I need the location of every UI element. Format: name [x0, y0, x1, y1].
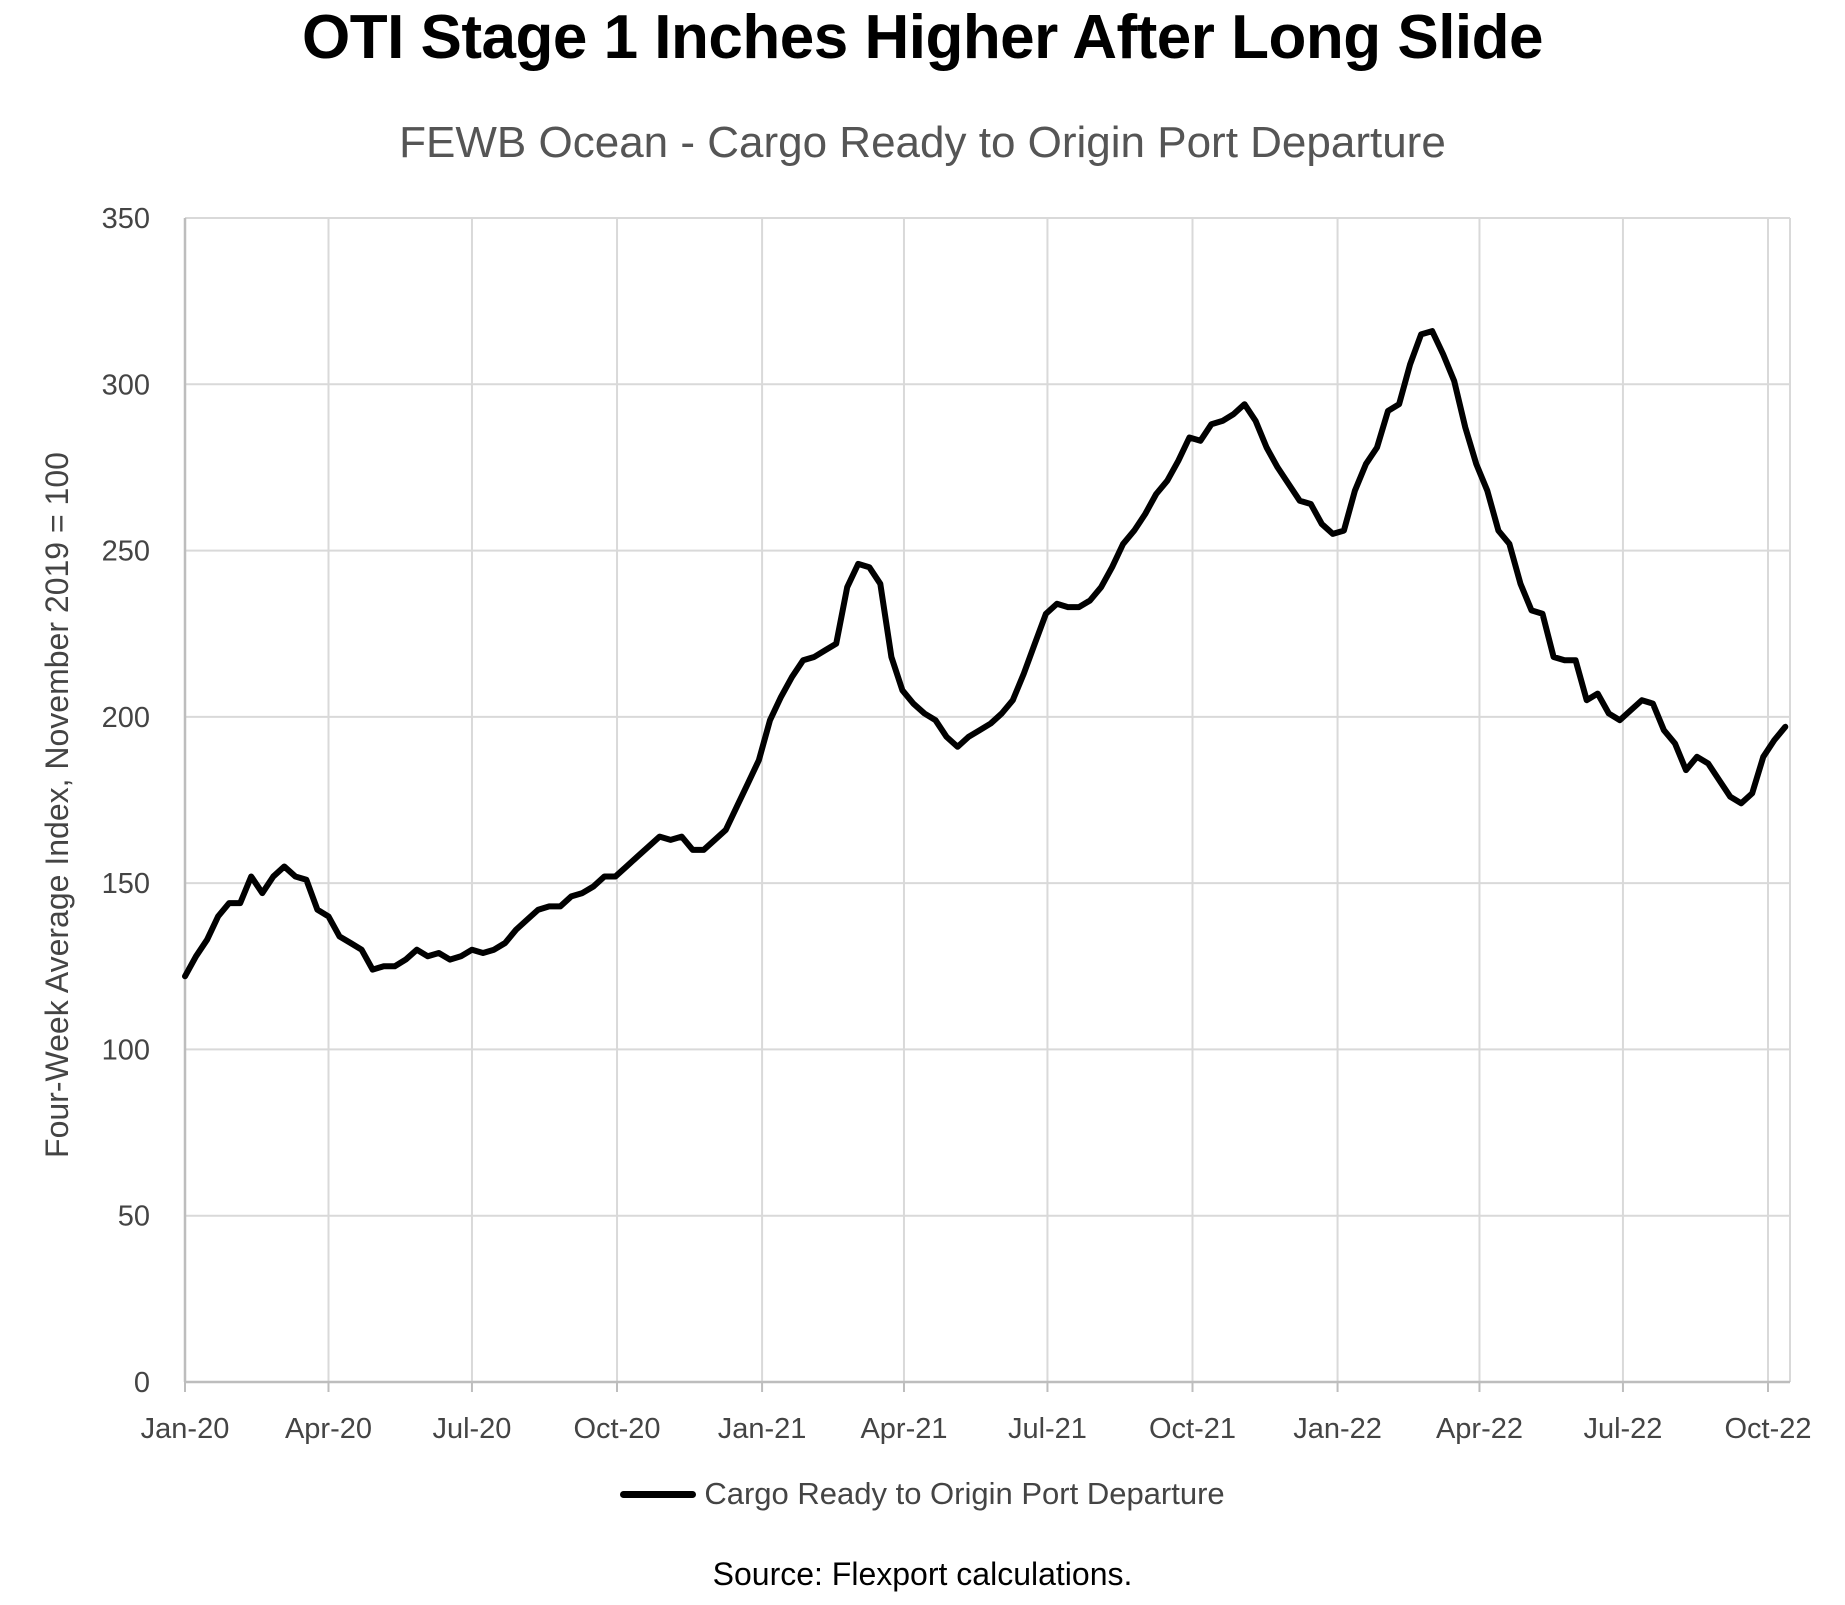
legend: Cargo Ready to Origin Port Departure [0, 1476, 1845, 1512]
y-tick-label-150: 150 [102, 868, 150, 900]
series-layer [182, 328, 1789, 980]
x-tick-label-Jan-22: Jan-22 [1293, 1413, 1382, 1445]
y-tick-labels: 0 50 100 150 200 250 300 350 [102, 203, 150, 1399]
x-tick-label-Jan-21: Jan-21 [718, 1413, 807, 1445]
y-tick-label-0: 0 [134, 1367, 150, 1399]
legend-swatch [620, 1490, 697, 1498]
x-tick-label-Apr-22: Apr-22 [1436, 1413, 1523, 1445]
y-axis-title: Four-Week Average Index, November 2019 =… [39, 452, 75, 1158]
chart-source: Source: Flexport calculations. [712, 1556, 1133, 1592]
chart-title: OTI Stage 1 Inches Higher After Long Sli… [301, 3, 1544, 72]
y-tick-label-350: 350 [102, 203, 150, 235]
legend-label: Cargo Ready to Origin Port Departure [704, 1476, 1225, 1511]
series-line-0 [182, 328, 1789, 980]
x-tick-label-Jul-20: Jul-20 [432, 1413, 511, 1445]
y-tick-label-250: 250 [102, 536, 150, 568]
x-tick-label-Jan-20: Jan-20 [141, 1413, 230, 1445]
chart-subtitle: FEWB Ocean - Cargo Ready to Origin Port … [399, 118, 1446, 167]
x-tick-label-Jul-21: Jul-21 [1008, 1413, 1087, 1445]
x-tick-label-Jul-22: Jul-22 [1583, 1413, 1662, 1445]
axes [183, 218, 1790, 1392]
y-tick-label-200: 200 [102, 702, 150, 734]
x-tick-label-Apr-21: Apr-21 [860, 1413, 947, 1445]
y-tick-label-300: 300 [102, 369, 150, 401]
gridlines [184, 217, 1791, 1382]
y-tick-label-100: 100 [102, 1034, 150, 1066]
x-tick-labels: Jan-20 Apr-20 Jul-20 Oct-20 Jan-21 Apr-21 Jul-… [141, 1413, 1812, 1445]
x-tick-label-Apr-20: Apr-20 [285, 1413, 372, 1445]
x-tick-label-Oct-20: Oct-20 [573, 1413, 660, 1445]
x-tick-label-Oct-21: Oct-21 [1149, 1413, 1236, 1445]
y-tick-label-50: 50 [118, 1201, 150, 1233]
x-tick-label-Oct-22: Oct-22 [1724, 1413, 1811, 1445]
